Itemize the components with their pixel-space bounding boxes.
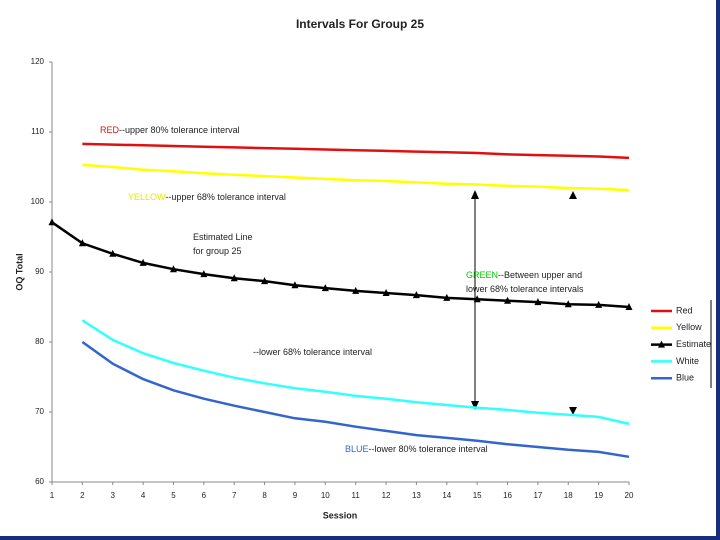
annotation: Estimated Line (193, 232, 253, 242)
annotation-text: --upper 68% tolerance interval (165, 192, 286, 202)
series-line (82, 163, 630, 192)
annotation-text: lower 68% tolerance intervals (466, 284, 584, 294)
x-tick-label: 2 (80, 491, 85, 500)
series-line (81, 340, 630, 459)
point-marker (169, 265, 177, 273)
annotation-text: for group 25 (193, 246, 242, 256)
point-marker (564, 300, 572, 308)
annotation: BLUE--lower 80% tolerance interval (345, 444, 488, 454)
y-tick-label: 70 (35, 407, 44, 416)
annotation-highlight: BLUE (345, 444, 369, 454)
series-line (81, 319, 630, 426)
x-tick-label: 4 (141, 491, 146, 500)
point-marker (139, 258, 147, 266)
point-marker (352, 286, 360, 294)
x-tick-label: 5 (171, 491, 176, 500)
x-tick-label: 8 (262, 491, 267, 500)
annotation-text: --lower 68% tolerance interval (253, 347, 372, 357)
point-marker (443, 293, 451, 301)
y-tick-label: 90 (35, 267, 44, 276)
legend-label: Yellow (676, 322, 702, 332)
legend (647, 299, 713, 389)
x-tick-label: 16 (503, 491, 512, 500)
chart-title: Intervals For Group 25 (296, 17, 424, 31)
annotation-text: Estimated Line (193, 232, 253, 242)
x-tick-label: 1 (50, 491, 55, 500)
annotation-text: --lower 80% tolerance interval (369, 444, 488, 454)
x-tick-label: 20 (625, 491, 634, 500)
annotation: lower 68% tolerance intervals (466, 284, 584, 294)
x-tick-label: 13 (412, 491, 421, 500)
x-tick-label: 3 (111, 491, 116, 500)
annotation: RED--upper 80% tolerance interval (100, 125, 240, 135)
frame-right (716, 0, 720, 540)
annotation: for group 25 (193, 246, 242, 256)
point-marker (625, 303, 633, 310)
legend-label: Red (676, 305, 693, 315)
point-marker (412, 291, 420, 299)
point-marker (261, 277, 269, 285)
annotation-text: --Between upper and (498, 270, 582, 280)
annotation-highlight: RED (100, 125, 120, 135)
y-tick-label: 80 (35, 337, 44, 346)
y-tick-label: 60 (35, 477, 44, 486)
legend-marker (658, 340, 665, 348)
legend-label: Estimate (676, 339, 711, 349)
point-marker (595, 300, 603, 308)
x-tick-label: 11 (352, 491, 361, 500)
point-marker (291, 281, 299, 289)
annotation: --lower 68% tolerance interval (253, 347, 372, 357)
y-tick-label: 120 (31, 57, 45, 66)
legend-label: Blue (676, 373, 694, 383)
annotation: YELLOW--upper 68% tolerance interval (128, 192, 286, 202)
frame-bottom (0, 536, 720, 540)
x-tick-label: 6 (202, 491, 207, 500)
annotation-text: --upper 80% tolerance interval (119, 125, 240, 135)
annotation: GREEN--Between upper and (466, 270, 582, 280)
series-line (82, 142, 630, 160)
x-tick-label: 7 (232, 491, 237, 500)
y-tick-label: 100 (31, 197, 45, 206)
y-tick-label: 110 (31, 127, 44, 136)
x-tick-label: 14 (442, 491, 451, 500)
point-marker (473, 295, 481, 303)
x-tick-label: 17 (533, 491, 542, 500)
y-axis-label: OQ Total (14, 253, 24, 290)
x-tick-label: 9 (293, 491, 298, 500)
point-marker (78, 239, 86, 247)
annotation-highlight: YELLOW (128, 192, 166, 202)
point-marker (321, 284, 329, 292)
x-tick-label: 15 (473, 491, 482, 500)
point-marker (504, 296, 512, 304)
series-line (51, 221, 630, 309)
point-marker (48, 218, 56, 226)
annotation-highlight: GREEN (466, 270, 498, 280)
point-marker (382, 289, 390, 296)
point-marker (109, 249, 117, 257)
x-tick-label: 19 (594, 491, 603, 500)
x-tick-label: 18 (564, 491, 573, 500)
x-tick-label: 10 (321, 491, 330, 500)
legend-label: White (676, 356, 699, 366)
x-axis-label: Session (323, 510, 358, 520)
point-marker (200, 270, 208, 278)
point-marker (534, 298, 542, 306)
point-marker (230, 274, 238, 282)
x-tick-label: 12 (382, 491, 391, 500)
